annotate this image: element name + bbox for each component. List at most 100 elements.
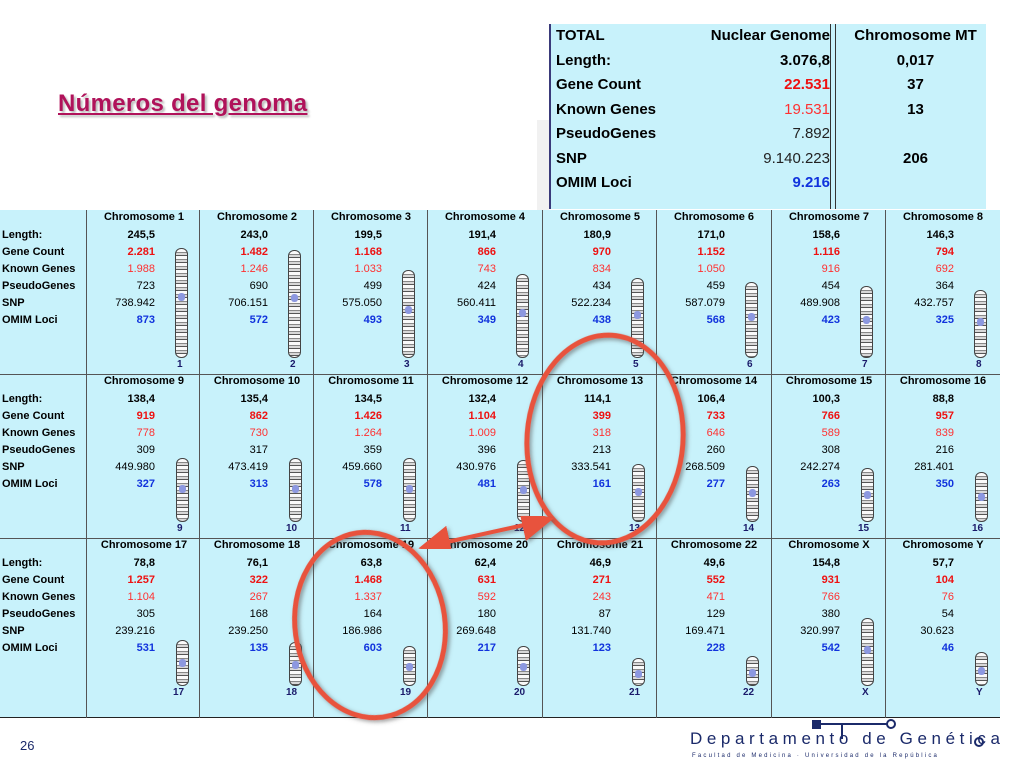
gene-count-value: 1.468 [354, 574, 382, 586]
department-name: Departamento de Genética [690, 729, 1005, 748]
known-genes-value: 916 [821, 263, 840, 275]
length-value: 199,5 [354, 229, 382, 241]
gene-count-value: 862 [249, 410, 268, 422]
snp-value: 320.997 [800, 625, 840, 637]
chromosome-number: 4 [518, 359, 524, 370]
chromosome-cell: Chromosome 21 46,9 271 243 87 131.740 123 21 [543, 538, 657, 702]
omim-value: 481 [477, 478, 496, 490]
omim-value: 135 [249, 642, 268, 654]
omim-value: 568 [706, 314, 725, 326]
known-genes-value: 1.264 [354, 427, 382, 439]
row-label-group: Length: Gene Count Known Genes PseudoGenes S… [2, 555, 86, 657]
omim-value: 578 [363, 478, 382, 490]
omim-value: 350 [935, 478, 954, 490]
length-value: 134,5 [354, 393, 382, 405]
chromosome-ideogram-icon [632, 658, 645, 686]
summary-nuclear-value: 19.531 [784, 100, 830, 118]
known-genes-value: 1.104 [127, 591, 155, 603]
chromosome-cell: Chromosome 20 62,4 631 592 180 269.648 217 20 [428, 538, 542, 702]
known-genes-value: 1.050 [697, 263, 725, 275]
row-label-group: Length: Gene Count Known Genes PseudoGenes S… [2, 391, 86, 493]
length-value: 46,9 [589, 557, 611, 569]
row-label: Known Genes [2, 591, 76, 603]
summary-mt-value: 13 [907, 100, 924, 118]
length-value: 62,4 [474, 557, 496, 569]
known-genes-value: 76 [941, 591, 954, 603]
length-value: 132,4 [468, 393, 496, 405]
pseudogenes-value: 499 [363, 280, 382, 292]
length-value: 243,0 [240, 229, 268, 241]
chromosome-cell: Chromosome 15 100,3 766 589 308 242.274 263 15 [772, 374, 886, 538]
gene-count-value: 794 [935, 246, 954, 258]
pseudogenes-value: 364 [935, 280, 954, 292]
known-genes-value: 730 [249, 427, 268, 439]
summary-nuclear-value: 9.140.223 [763, 149, 830, 167]
chromosome-name: Chromosome 10 [213, 375, 301, 387]
summary-row: Known Genes 19.531 13 [551, 99, 988, 123]
omim-value: 263 [821, 478, 840, 490]
row-label: SNP [2, 461, 25, 473]
length-value: 158,6 [812, 229, 840, 241]
chromosome-values: 171,0 1.152 1.050 459 587.079 568 [657, 227, 725, 329]
chromosome-ideogram-icon [860, 286, 873, 358]
chromosome-values: 154,8 931 766 380 320.997 542 [772, 555, 840, 657]
chromosome-cell: Chromosome 19 63,8 1.468 1.337 164 186.986 603… [314, 538, 428, 702]
slide-title: Números del genoma [58, 90, 308, 117]
length-value: 78,8 [133, 557, 155, 569]
gene-count-value: 104 [935, 574, 954, 586]
department-subtitle: Facultad de Medicina · Universidad de la… [692, 753, 940, 759]
known-genes-value: 778 [136, 427, 155, 439]
summary-label: OMIM Loci [556, 174, 632, 191]
row-label: Gene Count [2, 246, 65, 258]
known-genes-value: 471 [706, 591, 725, 603]
length-value: 100,3 [812, 393, 840, 405]
omim-value: 325 [935, 314, 954, 326]
length-value: 88,8 [932, 393, 954, 405]
snp-value: 738.942 [115, 297, 155, 309]
summary-row: PseudoGenes 7.892 [551, 123, 988, 147]
snp-value: 333.541 [571, 461, 611, 473]
chromosome-cell: Chromosome 8 146,3 794 692 364 432.757 325 8 [886, 210, 1000, 374]
length-value: 245,5 [127, 229, 155, 241]
chromosome-ideogram-icon [516, 274, 529, 358]
known-genes-value: 589 [821, 427, 840, 439]
snp-value: 131.740 [571, 625, 611, 637]
summary-mt-value: 0,017 [896, 51, 935, 69]
chromosome-name: Chromosome 9 [103, 375, 185, 387]
known-genes-value: 1.033 [354, 263, 382, 275]
row-label: OMIM Loci [2, 642, 58, 654]
chromosome-cell: Chromosome 10 135,4 862 730 317 473.419 313 10 [200, 374, 314, 538]
pseudogenes-value: 459 [706, 280, 725, 292]
chromosome-ideogram-icon [289, 458, 302, 522]
snp-value: 473.419 [228, 461, 268, 473]
chromosome-values: 135,4 862 730 317 473.419 313 [200, 391, 268, 493]
chromosome-ideogram-icon [176, 458, 189, 522]
grid-column-divider [771, 210, 772, 718]
length-value: 135,4 [240, 393, 268, 405]
chromosome-values: 62,4 631 592 180 269.648 217 [428, 555, 496, 657]
chromosome-cell: Chromosome 12 132,4 1.104 1.009 396 430.976 48… [428, 374, 542, 538]
chromosome-ideogram-icon [974, 290, 987, 358]
known-genes-value: 243 [592, 591, 611, 603]
row-label: PseudoGenes [2, 280, 76, 292]
chromosome-ideogram-icon [746, 466, 759, 522]
chromosome-values: 88,8 957 839 216 281.401 350 [886, 391, 954, 493]
length-value: 106,4 [697, 393, 725, 405]
chromosome-cell: Chromosome 16 88,8 957 839 216 281.401 350 16 [886, 374, 1000, 538]
gene-count-value: 957 [935, 410, 954, 422]
summary-nuclear-value: 7.892 [792, 125, 830, 142]
chromosome-cell: Chromosome 22 49,6 552 471 129 169.471 228 22 [657, 538, 771, 702]
chromosome-name: Chromosome 17 [100, 539, 188, 551]
grid-column-divider [86, 210, 87, 718]
pseudogenes-value: 317 [249, 444, 268, 456]
length-value: 49,6 [703, 557, 725, 569]
chromosome-number: 8 [976, 359, 982, 370]
chromosome-values: 243,0 1.482 1.246 690 706.151 572 [200, 227, 268, 329]
chromosome-cell: Chromosome 3 199,5 1.168 1.033 499 575.050 493… [314, 210, 428, 374]
chromosome-values: 49,6 552 471 129 169.471 228 [657, 555, 725, 657]
omim-value: 572 [249, 314, 268, 326]
pseudogenes-value: 168 [249, 608, 268, 620]
table-edge-shadow [537, 120, 549, 214]
chromosome-ideogram-icon [403, 646, 416, 686]
snp-value: 522.234 [571, 297, 611, 309]
